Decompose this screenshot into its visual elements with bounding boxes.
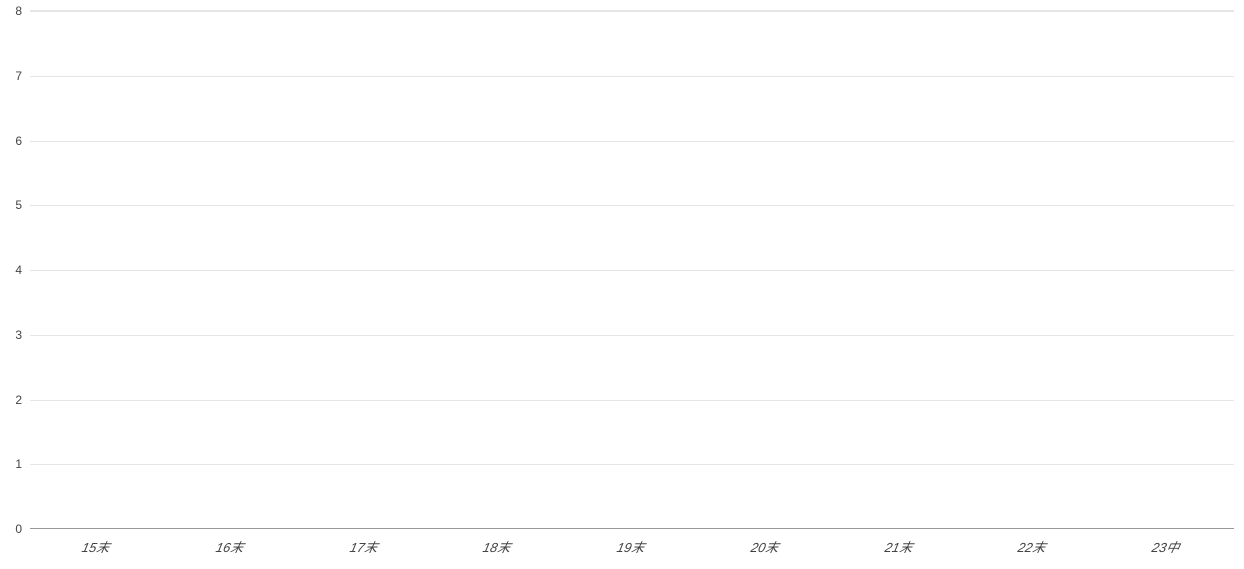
bar-chart: 012345678 15末16末17末18末19末20末21末22末23中	[0, 0, 1244, 569]
y-tick-label: 4	[0, 263, 30, 277]
plot-area: 012345678	[30, 10, 1234, 529]
gridline	[30, 400, 1234, 401]
gridline	[30, 11, 1234, 12]
x-tick-label: 16末	[161, 529, 301, 556]
y-tick-label: 2	[0, 393, 30, 407]
y-tick-label: 1	[0, 457, 30, 471]
y-tick-label: 6	[0, 134, 30, 148]
gridline	[30, 76, 1234, 77]
y-tick-label: 8	[0, 4, 30, 18]
gridline	[30, 335, 1234, 336]
x-axis: 15末16末17末18末19末20末21末22末23中	[30, 529, 1234, 569]
x-tick-label: 18末	[428, 529, 568, 556]
y-tick-label: 5	[0, 198, 30, 212]
gridline	[30, 141, 1234, 142]
gridline	[30, 270, 1234, 271]
x-tick-label: 22末	[964, 529, 1104, 556]
x-tick-label: 19末	[562, 529, 702, 556]
x-tick-label: 17末	[295, 529, 435, 556]
gridline	[30, 205, 1234, 206]
x-tick-label: 15末	[27, 529, 167, 556]
y-tick-label: 7	[0, 69, 30, 83]
x-tick-label: 20末	[696, 529, 836, 556]
y-tick-label: 3	[0, 328, 30, 342]
gridline	[30, 464, 1234, 465]
x-tick-label: 23中	[1097, 529, 1237, 556]
y-tick-label: 0	[0, 522, 30, 536]
x-tick-label: 21末	[830, 529, 970, 556]
